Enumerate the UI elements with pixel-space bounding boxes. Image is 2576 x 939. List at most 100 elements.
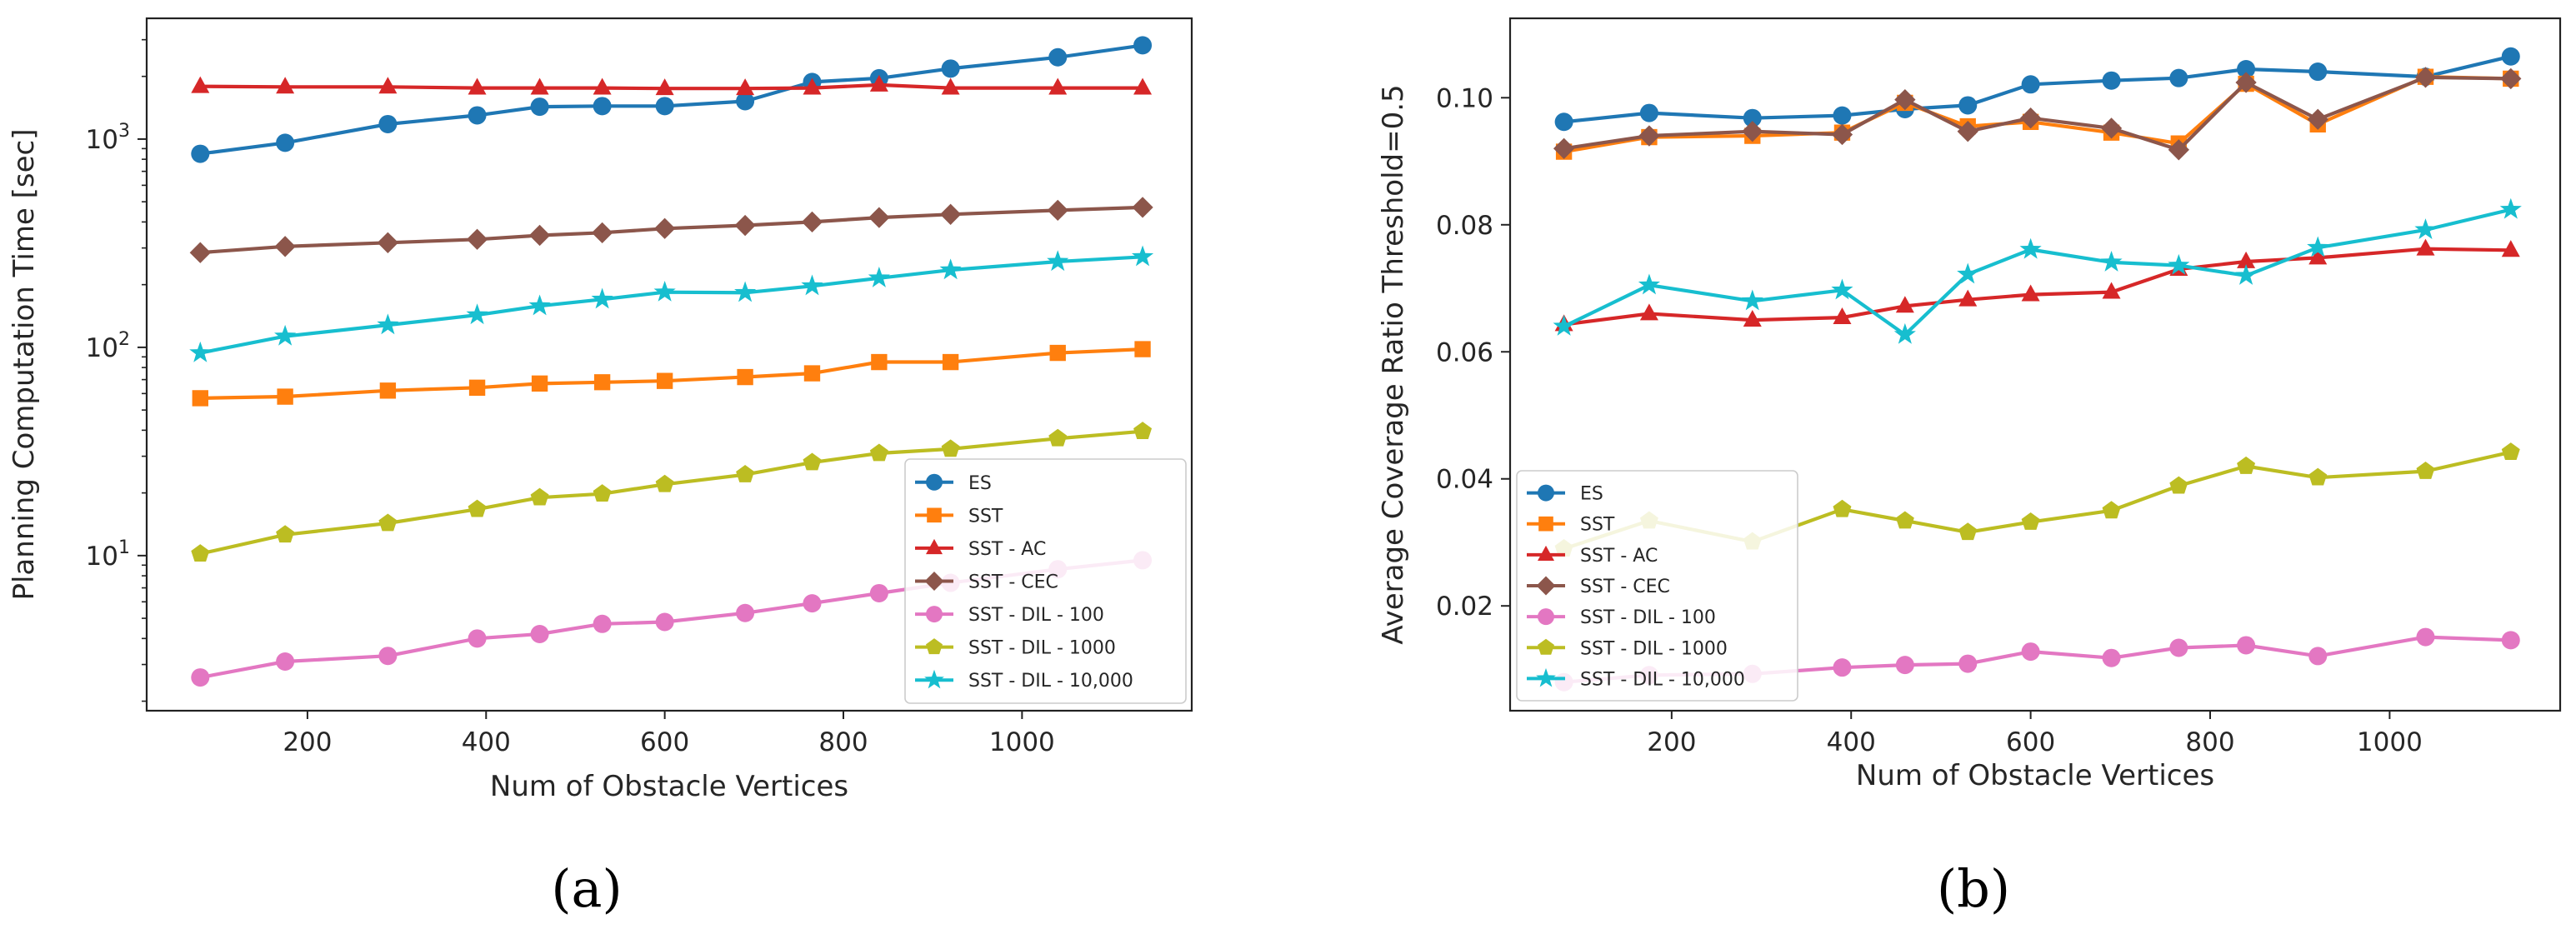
data-point-sst-dil-10-000 xyxy=(801,274,823,296)
legend-label: SST - DIL - 1000 xyxy=(1580,638,1728,659)
series-sst-dil-10-000 xyxy=(1553,197,2522,344)
data-point-sst-dil-100 xyxy=(736,603,755,622)
data-point-sst-dil-10-000 xyxy=(2414,218,2437,239)
data-point-sst-dil-10-000 xyxy=(274,324,297,346)
legend-item: SST - DIL - 10,000 xyxy=(1527,667,1745,690)
data-point-sst-dil-1000 xyxy=(655,474,674,492)
data-point-sst-cec xyxy=(274,236,296,257)
data-point-sst-cec xyxy=(1132,197,1153,218)
legend-label: SST xyxy=(1580,515,1615,536)
data-point-sst-dil-10-000 xyxy=(189,341,212,362)
legend-marker xyxy=(1536,667,1556,687)
data-point-sst-dil-1000 xyxy=(378,513,398,532)
series-sst-ac xyxy=(191,74,1153,96)
data-point-sst-cec xyxy=(1047,199,1068,222)
data-point-sst-dil-1000 xyxy=(593,484,612,502)
data-point-sst-dil-10-000 xyxy=(1831,278,1853,300)
data-point-sst-cec xyxy=(801,211,823,233)
legend-item: ES xyxy=(915,473,992,494)
data-point-sst-ac xyxy=(1895,296,1914,313)
legend-item: SST - AC xyxy=(1527,546,1658,567)
data-point-sst xyxy=(379,382,397,399)
data-point-es xyxy=(468,106,487,125)
legend-marker xyxy=(1538,516,1553,532)
data-point-es xyxy=(276,133,295,152)
data-point-sst-cec xyxy=(528,224,551,247)
data-point-sst-cec xyxy=(1638,125,1660,147)
data-point-es xyxy=(530,97,549,117)
legend-marker xyxy=(1538,638,1554,655)
data-point-sst-ac xyxy=(736,78,755,96)
data-point-sst-dil-10-000 xyxy=(528,294,551,316)
data-point-sst-dil-100 xyxy=(2237,636,2256,655)
data-point-es xyxy=(655,97,674,116)
data-point-sst-ac xyxy=(593,77,612,95)
data-point-sst-dil-100 xyxy=(2021,642,2040,662)
legend-label: SST - DIL - 100 xyxy=(968,605,1104,626)
data-point-sst-dil-10-000 xyxy=(1553,315,1575,336)
legend-marker xyxy=(1538,484,1554,502)
data-point-sst-cec xyxy=(2500,67,2522,90)
series-sst-ac xyxy=(1554,238,2520,332)
data-point-sst-cec xyxy=(2307,108,2328,130)
legend-label: ES xyxy=(968,473,992,494)
data-point-sst-dil-10-000 xyxy=(939,258,962,280)
data-point-es xyxy=(1833,106,1852,125)
data-point-es xyxy=(378,114,398,133)
data-point-sst-ac xyxy=(941,77,960,95)
data-point-sst-dil-1000 xyxy=(2308,467,2328,486)
legend-marker xyxy=(924,669,944,689)
data-point-sst xyxy=(1134,341,1151,357)
y-tick-label: 0.06 xyxy=(1436,337,1493,367)
legend-item: SST - AC xyxy=(915,539,1046,560)
data-point-sst xyxy=(1049,344,1066,362)
data-point-sst-ac xyxy=(2102,282,2121,299)
data-point-sst-dil-1000 xyxy=(2416,462,2435,479)
data-point-es xyxy=(736,92,755,111)
data-point-sst-dil-100 xyxy=(2308,647,2328,666)
data-point-sst-cec xyxy=(466,228,488,250)
data-point-es xyxy=(1639,103,1658,122)
data-point-es xyxy=(1554,112,1573,132)
legend: ES SST SST - AC SST - CEC SST - DIL - 100 SST… xyxy=(904,458,1187,704)
data-point-sst xyxy=(593,374,611,391)
series-es xyxy=(191,36,1153,163)
data-point-sst-ac xyxy=(1743,310,1762,327)
data-point-sst-dil-1000 xyxy=(2021,512,2040,530)
data-point-sst-dil-10-000 xyxy=(2100,251,2123,272)
data-point-es xyxy=(1133,36,1153,55)
data-point-sst-dil-1000 xyxy=(468,499,487,517)
data-point-sst-dil-10-000 xyxy=(1741,289,1763,311)
x-tick-label: 200 xyxy=(283,727,332,757)
data-point-sst-cec xyxy=(189,242,211,263)
data-point-sst-dil-1000 xyxy=(941,439,960,457)
legend-marker xyxy=(1536,576,1556,596)
data-point-sst-dil-1000 xyxy=(736,465,755,482)
series-line-sst-ac xyxy=(200,82,1143,91)
data-point-sst-dil-10-000 xyxy=(377,313,399,335)
x-tick-label: 400 xyxy=(1827,727,1876,757)
legend-item: SST - CEC xyxy=(915,572,1058,593)
data-point-sst-dil-1000 xyxy=(1048,428,1068,447)
data-point-sst xyxy=(277,388,293,405)
y-tick-label: 101 xyxy=(86,537,130,572)
legend-label: SST - DIL - 10,000 xyxy=(1580,669,1745,690)
data-point-sst-ac xyxy=(1833,307,1852,324)
legend-marker xyxy=(926,638,943,655)
data-point-sst-dil-10-000 xyxy=(2499,197,2522,219)
data-point-sst-dil-100 xyxy=(593,614,612,633)
x-tick-label: 400 xyxy=(462,727,511,757)
data-point-sst-dil-100 xyxy=(191,668,210,687)
chart-panel-a: 200 400 600 800 1000 101 102 103 Num of Obstacle… xyxy=(8,17,1193,803)
data-point-sst-dil-100 xyxy=(1833,658,1852,677)
data-point-sst-ac xyxy=(2237,251,2256,268)
data-point-sst-dil-100 xyxy=(2501,631,2520,650)
data-point-sst-dil-100 xyxy=(2102,648,2121,667)
x-axis-label: Num of Obstacle Vertices xyxy=(1856,759,2214,792)
data-point-sst-dil-1000 xyxy=(2501,442,2520,461)
data-point-sst xyxy=(803,365,821,382)
legend-label: SST - CEC xyxy=(968,572,1058,593)
data-point-sst-dil-1000 xyxy=(1958,522,1978,541)
legend-marker xyxy=(926,606,943,623)
